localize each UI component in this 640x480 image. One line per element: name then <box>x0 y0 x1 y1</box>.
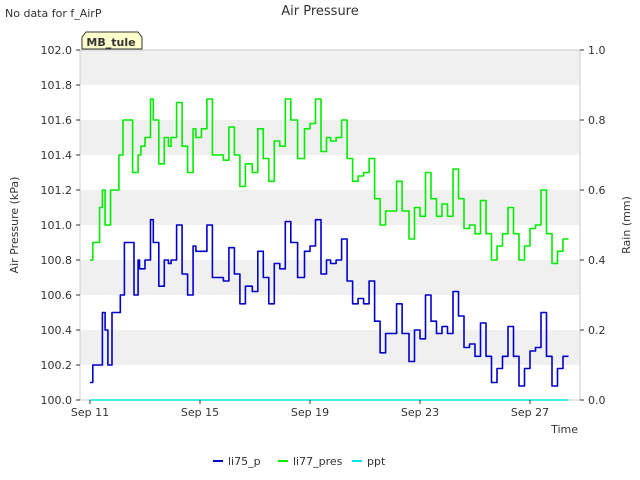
background-band <box>80 50 580 85</box>
y-tick-label: 101.2 <box>41 184 73 197</box>
y-tick-label: 102.0 <box>41 44 73 57</box>
x-tick-label: Sep 15 <box>181 406 219 419</box>
y2-axis-label: Rain (mm) <box>620 196 633 254</box>
series-line-li75_p <box>90 218 569 387</box>
y-tick-label: 101.6 <box>41 114 73 127</box>
station-badge: MB_tule <box>81 31 143 50</box>
legend-label-li77_pres: li77_pres <box>293 455 343 468</box>
background-band <box>80 260 580 295</box>
x-axis-label: Time <box>550 423 578 436</box>
station-badge-label: MB_tule <box>86 36 135 49</box>
background-band <box>80 85 580 120</box>
y-tick-label: 101.4 <box>41 149 73 162</box>
legend-label-li75_p: li75_p <box>228 455 261 468</box>
y2-tick-label: 1.0 <box>588 44 606 57</box>
y-tick-label: 100.2 <box>41 359 73 372</box>
series-line-li77_pres <box>90 98 569 265</box>
x-tick-label: Sep 27 <box>511 406 549 419</box>
legend: li75_p li77_pres ppt <box>213 455 386 468</box>
y2-tick-label: 0.4 <box>588 254 606 267</box>
background-band <box>80 295 580 330</box>
legend-label-ppt: ppt <box>367 455 386 468</box>
no-data-note: No data for f_AirP <box>5 7 102 20</box>
y2-tick-label: 0.0 <box>588 394 606 407</box>
series-layer <box>90 98 569 401</box>
chart-title: Air Pressure <box>281 4 359 19</box>
x-tick-label: Sep 19 <box>291 406 329 419</box>
station-badge-box <box>81 31 143 50</box>
background-band <box>80 330 580 365</box>
y-tick-label: 100.6 <box>41 289 73 302</box>
y2-tick-label: 0.6 <box>588 184 606 197</box>
background-band <box>80 365 580 400</box>
y-tick-label: 100.0 <box>41 394 73 407</box>
x-tick-label: Sep 23 <box>401 406 439 419</box>
background-band <box>80 190 580 225</box>
y-tick-label: 100.8 <box>41 254 73 267</box>
y-tick-label: 101.8 <box>41 79 73 92</box>
y-tick-label: 101.0 <box>41 219 73 232</box>
y2-tick-label: 0.8 <box>588 114 606 127</box>
y-axis-label: Air Pressure (kPa) <box>8 177 21 274</box>
background-bands <box>80 50 580 400</box>
background-band <box>80 155 580 190</box>
y2-tick-label: 0.2 <box>588 324 606 337</box>
left-axis-ticks: 100.0 100.2 100.4 100.6 100.8 101.0 101.2 101.4… <box>41 44 80 407</box>
x-axis-ticks: Sep 11 Sep 15 Sep 19 Sep 23 Sep 27 <box>71 400 549 419</box>
y-tick-label: 100.4 <box>41 324 73 337</box>
right-axis-ticks: 0.0 0.2 0.4 0.6 0.8 1.0 <box>580 44 606 407</box>
x-tick-label: Sep 11 <box>71 406 109 419</box>
